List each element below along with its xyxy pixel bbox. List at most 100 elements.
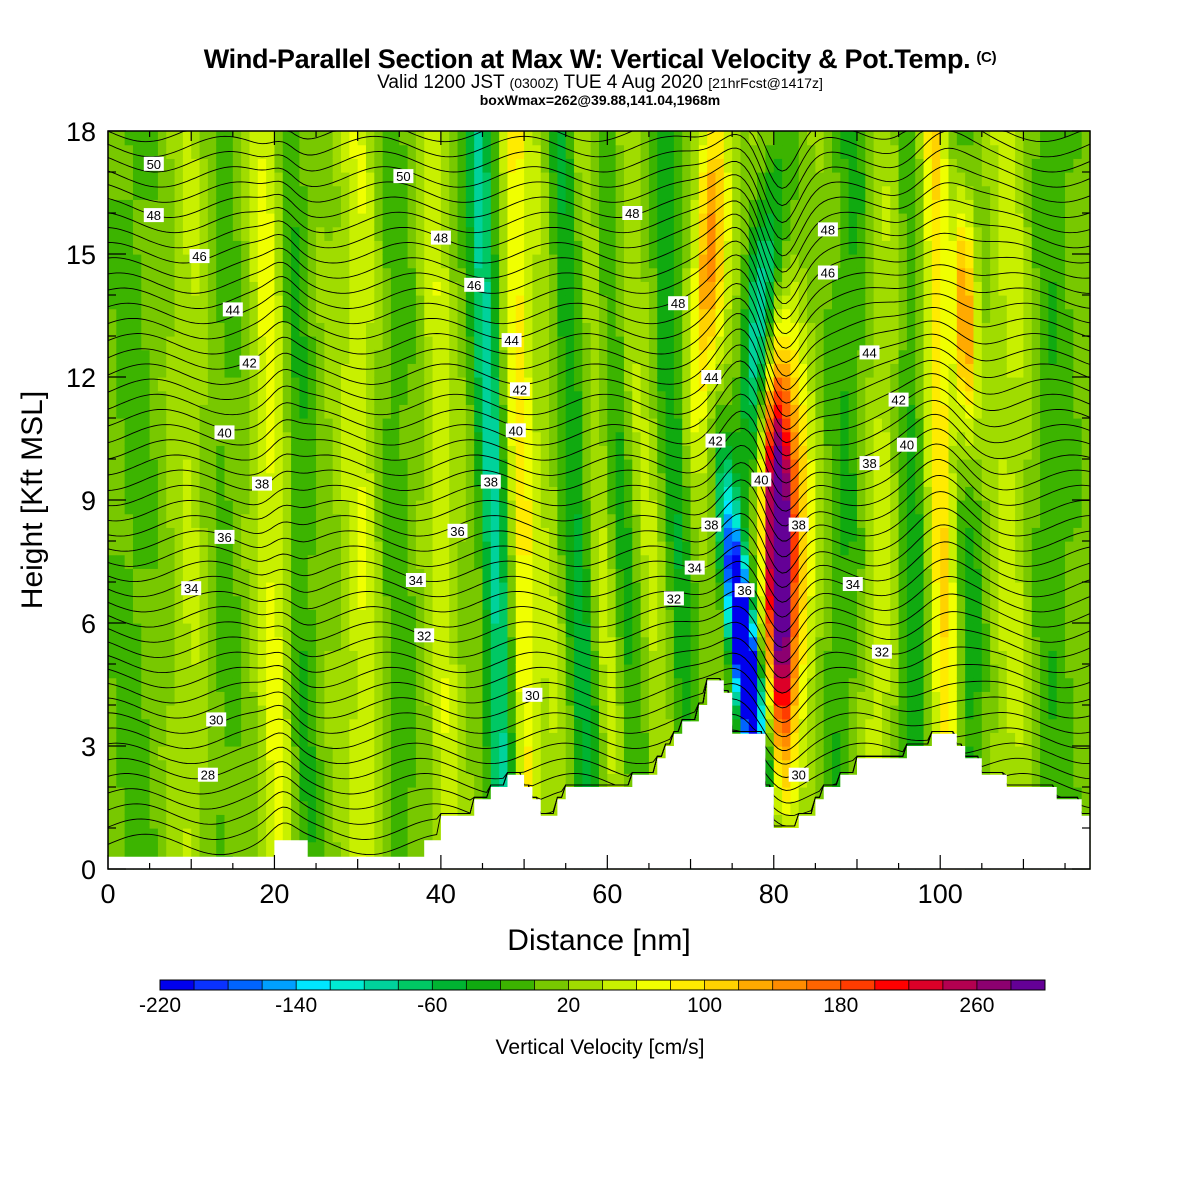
field-cell: [499, 322, 509, 337]
field-cell: [349, 623, 359, 638]
field-cell: [307, 568, 317, 583]
field-cell: [590, 226, 600, 241]
field-cell: [141, 185, 151, 200]
field-cell: [632, 226, 642, 241]
field-cell: [673, 500, 683, 515]
field-cell: [291, 718, 300, 733]
field-cell: [274, 172, 284, 187]
field-cell: [549, 377, 558, 392]
field-cell: [565, 472, 575, 487]
field-cell: [349, 267, 359, 282]
field-cell: [773, 773, 783, 788]
field-cell: [499, 623, 509, 638]
field-cell: [399, 363, 409, 378]
field-cell: [266, 568, 276, 583]
field-cell: [282, 650, 292, 665]
field-cell: [374, 295, 384, 310]
field-cell: [390, 308, 400, 323]
field-cell: [124, 472, 134, 487]
field-cell: [740, 609, 750, 624]
field-cell: [116, 349, 126, 364]
field-cell: [415, 664, 425, 679]
field-cell: [873, 677, 883, 692]
field-cell: [499, 172, 509, 187]
field-cell: [848, 459, 858, 474]
field-cell: [424, 609, 434, 624]
field-cell: [282, 541, 292, 556]
field-cell: [440, 144, 450, 159]
field-cell: [199, 623, 209, 638]
field-cell: [390, 595, 400, 610]
field-cell: [241, 226, 251, 241]
field-cell: [565, 541, 575, 556]
field-cell: [474, 172, 484, 187]
field-cell: [590, 595, 600, 610]
field-cell: [557, 308, 567, 323]
field-cell: [615, 582, 625, 597]
field-cell: [524, 459, 534, 474]
field-cell: [856, 131, 866, 146]
field-cell: [582, 459, 592, 474]
field-cell: [490, 254, 500, 269]
field-cell: [432, 691, 442, 706]
field-cell: [648, 650, 658, 665]
field-cell: [673, 527, 683, 542]
field-cell: [782, 746, 791, 761]
field-cell: [582, 691, 592, 706]
field-cell: [191, 841, 201, 856]
field-cell: [141, 254, 151, 269]
field-cell: [623, 582, 633, 597]
field-cell: [349, 377, 359, 392]
field-cell: [374, 172, 384, 187]
field-cell: [632, 609, 642, 624]
field-cell: [732, 281, 742, 296]
field-cell: [157, 636, 167, 651]
field-cell: [856, 158, 866, 173]
field-cell: [241, 322, 251, 337]
field-cell: [141, 377, 151, 392]
field-cell: [241, 623, 251, 638]
field-cell: [515, 281, 525, 296]
field-cell: [615, 500, 625, 515]
field-cell: [349, 527, 359, 542]
field-cell: [390, 281, 400, 296]
field-cell: [623, 322, 633, 337]
field-cell: [723, 568, 733, 583]
field-cell: [449, 267, 459, 282]
field-cell: [399, 568, 409, 583]
field-cell: [782, 377, 791, 392]
field-cell: [316, 445, 325, 460]
field-cell: [291, 623, 300, 638]
field-cell: [191, 199, 201, 214]
field-cell: [457, 787, 467, 802]
field-cell: [316, 486, 325, 501]
field-cell: [690, 609, 700, 624]
field-cell: [257, 185, 267, 200]
field-cell: [748, 513, 758, 528]
field-cell: [249, 199, 259, 214]
field-cell: [474, 609, 484, 624]
field-cell: [723, 582, 733, 597]
field-cell: [840, 226, 850, 241]
field-cell: [241, 240, 251, 255]
field-cell: [415, 295, 425, 310]
field-cell: [823, 185, 833, 200]
field-cell: [124, 732, 134, 747]
field-cell: [474, 418, 484, 433]
field-cell: [615, 554, 625, 569]
field-cell: [357, 787, 367, 802]
field-cell: [324, 281, 334, 296]
field-cell: [440, 582, 450, 597]
field-cell: [341, 541, 350, 556]
field-cell: [657, 226, 667, 241]
field-cell: [607, 541, 617, 556]
field-cell: [108, 281, 117, 296]
field-cell: [682, 664, 692, 679]
field-cell: [157, 486, 167, 501]
field-cell: [307, 431, 317, 446]
field-cell: [116, 336, 126, 351]
field-cell: [432, 445, 442, 460]
field-cell: [748, 377, 758, 392]
field-cell: [490, 568, 500, 583]
field-cell: [457, 199, 467, 214]
